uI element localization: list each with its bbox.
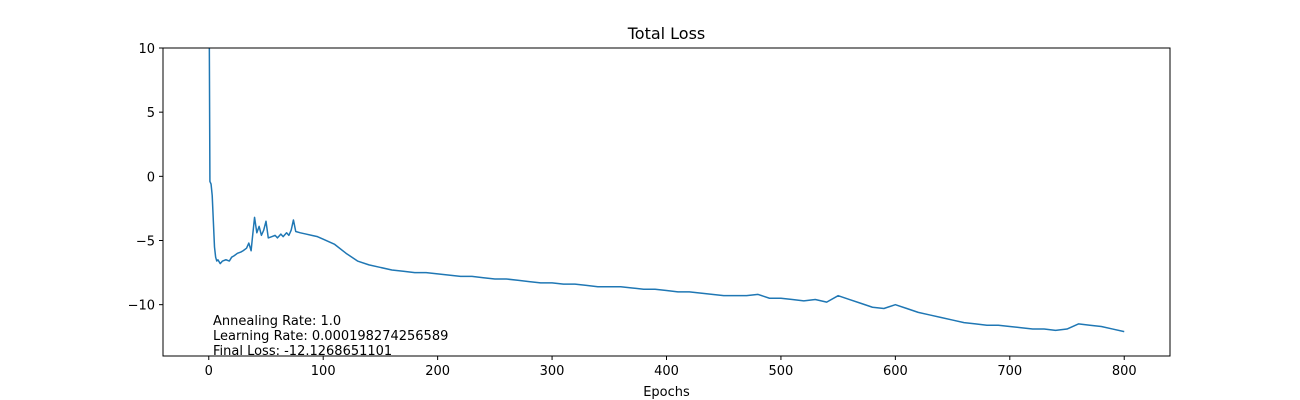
annotation-learning-rate: Learning Rate: 0.000198274256589 bbox=[213, 329, 448, 344]
x-tick-label-0: 0 bbox=[205, 364, 213, 379]
y-tick-label-0: 0 bbox=[147, 170, 155, 185]
x-tick-label-300: 300 bbox=[540, 364, 565, 379]
series-line-0 bbox=[208, 48, 1125, 333]
chart-title: Total Loss bbox=[627, 24, 706, 43]
x-axis-label: Epochs bbox=[643, 385, 690, 400]
annotation-annealing-rate: Annealing Rate: 1.0 bbox=[213, 314, 341, 329]
y-tick-label-10: 10 bbox=[138, 42, 155, 57]
y-tick-label--5: −5 bbox=[136, 235, 155, 250]
x-tick-label-200: 200 bbox=[425, 364, 450, 379]
y-tick-label-5: 5 bbox=[147, 106, 155, 121]
y-tick-label--10: −10 bbox=[128, 299, 155, 314]
plot-frame bbox=[162, 47, 1171, 357]
x-tick-label-100: 100 bbox=[311, 364, 336, 379]
x-tick-label-600: 600 bbox=[883, 364, 908, 379]
x-tick-label-800: 800 bbox=[1112, 364, 1137, 379]
annotation-final-loss: Final Loss: -12.1268651101 bbox=[213, 344, 392, 359]
annotation-block: Annealing Rate: 1.0 Learning Rate: 0.000… bbox=[213, 314, 448, 359]
x-tick-label-500: 500 bbox=[769, 364, 794, 379]
x-tick-label-400: 400 bbox=[654, 364, 679, 379]
x-tick-label-700: 700 bbox=[997, 364, 1022, 379]
